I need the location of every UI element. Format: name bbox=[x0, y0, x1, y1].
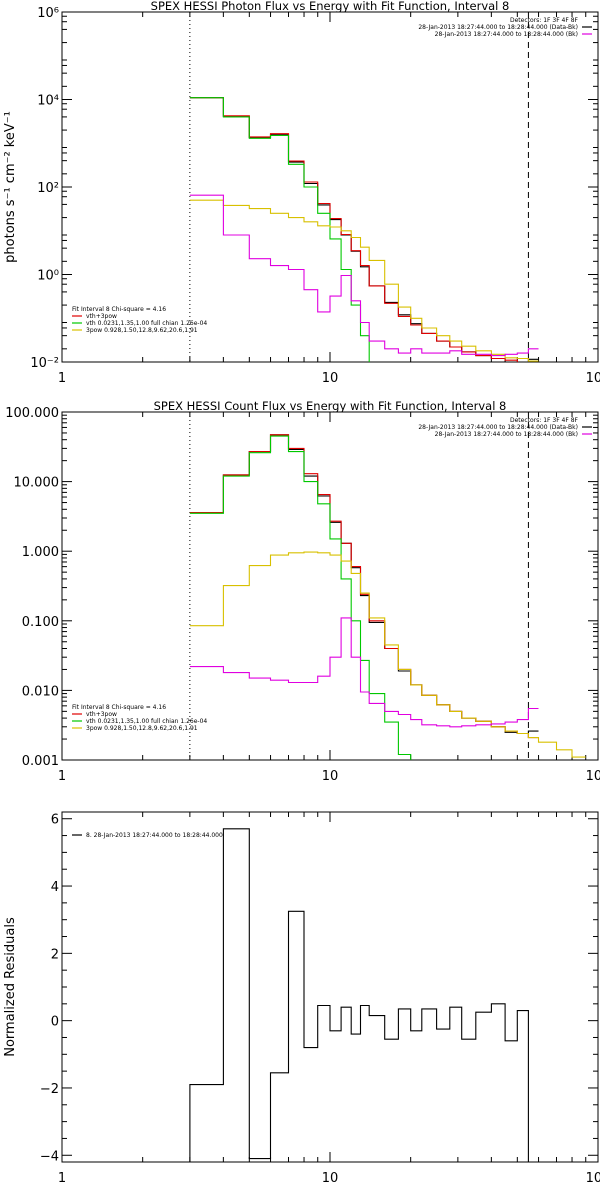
header-line: 28-Jan-2013 18:27:44.000 to 18:28:44.000… bbox=[435, 31, 578, 38]
x-tick-label: 10 bbox=[322, 769, 339, 784]
y-tick-label: 0 bbox=[51, 1015, 59, 1030]
series-3pow bbox=[189, 199, 539, 362]
y-tick-label: −2 bbox=[40, 1082, 59, 1097]
legend-line: 3pow 0.928,1.50,12.8,9.62,20.6,1.91 bbox=[86, 327, 198, 334]
y-tick-label: 1.000 bbox=[22, 545, 59, 560]
panel-1: SPEX HESSI Photon Flux vs Energy with Fi… bbox=[3, 0, 600, 386]
series-vth-3pow bbox=[189, 97, 518, 362]
chart-title: SPEX HESSI Photon Flux vs Energy with Fi… bbox=[151, 0, 510, 13]
header-line: 28-Jan-2013 18:27:44.000 to 18:28:44.000… bbox=[418, 424, 578, 431]
series-data-bk bbox=[189, 434, 539, 735]
y-tick-label: 4 bbox=[51, 880, 59, 895]
chart-title: SPEX HESSI Count Flux vs Energy with Fit… bbox=[154, 399, 507, 413]
series-vth bbox=[189, 97, 370, 362]
y-axis-label: Normalized Residuals bbox=[3, 917, 18, 1057]
series-data-bk bbox=[189, 97, 539, 362]
y-tick-label: 6 bbox=[51, 813, 59, 828]
series-bk bbox=[189, 617, 539, 728]
y-tick-label: 10⁴ bbox=[37, 94, 59, 109]
y-tick-label: 10.000 bbox=[14, 476, 60, 491]
header-line: Detectors: 1F 3F 4F 8F bbox=[510, 417, 579, 424]
legend-line: vth+3pow bbox=[86, 313, 117, 320]
legend-line: 8. 28-Jan-2013 18:27:44.000 to 18:28:44.… bbox=[86, 832, 223, 839]
x-tick-label: 1 bbox=[58, 371, 66, 386]
series-bk bbox=[189, 194, 539, 357]
y-tick-label: 100.000 bbox=[5, 406, 59, 421]
series-group bbox=[189, 434, 586, 760]
y-tick-label: 10² bbox=[37, 181, 59, 196]
plot-frame bbox=[61, 811, 599, 1163]
legend-line: vth 0.0231,1.35,1.00 full chian 1.26e-04 bbox=[86, 320, 207, 327]
y-tick-label: 0.001 bbox=[22, 754, 59, 769]
y-axis-label: photons s⁻¹ cm⁻² keV⁻¹ bbox=[3, 111, 18, 263]
y-tick-label: 0.010 bbox=[22, 684, 59, 699]
y-tick-label: 10⁰ bbox=[37, 269, 59, 284]
x-tick-label: 100 bbox=[586, 769, 600, 784]
panel-3: Normalized Residuals 1 10 100 −4 −2 0 2 4 6 8. 28-… bbox=[3, 811, 600, 1186]
y-tick-label: 10⁻² bbox=[30, 356, 59, 371]
series-residuals bbox=[189, 828, 529, 1162]
x-tick-label: 1 bbox=[58, 1171, 66, 1186]
x-tick-label: 10 bbox=[322, 371, 339, 386]
series-3pow bbox=[189, 551, 586, 758]
y-tick-label: 10⁶ bbox=[37, 6, 59, 21]
panel-2: SPEX HESSI Count Flux vs Energy with Fit… bbox=[5, 399, 600, 784]
x-tick-label: 100 bbox=[586, 1171, 600, 1186]
legend-line: 3pow 0.928,1.50,12.8,9.62,20.6,1.91 bbox=[86, 725, 198, 732]
series-vth bbox=[189, 435, 412, 760]
x-tick-label: 100 bbox=[586, 371, 600, 386]
legend-line: vth+3pow bbox=[86, 711, 117, 718]
x-tick-label: 10 bbox=[322, 1171, 339, 1186]
header-line: Detectors: 1F 3F 4F 8F bbox=[510, 17, 579, 24]
legend-line: vth 0.0231,1.35,1.00 full chian 1.26e-04 bbox=[86, 718, 207, 725]
y-tick-label: 0.100 bbox=[22, 615, 59, 630]
y-tick-label: −4 bbox=[40, 1149, 59, 1164]
y-tick-label: 2 bbox=[51, 947, 59, 962]
header-line: 28-Jan-2013 18:27:44.000 to 18:28:44.000… bbox=[435, 431, 578, 438]
series-group bbox=[189, 97, 539, 362]
header-line: 28-Jan-2013 18:27:44.000 to 18:28:44.000… bbox=[418, 24, 578, 31]
x-tick-label: 1 bbox=[58, 769, 66, 784]
legend-line: Fit Interval 8 Chi-square = 4.16 bbox=[72, 704, 166, 711]
legend-line: Fit Interval 8 Chi-square = 4.16 bbox=[72, 306, 166, 313]
series-group bbox=[189, 828, 529, 1162]
